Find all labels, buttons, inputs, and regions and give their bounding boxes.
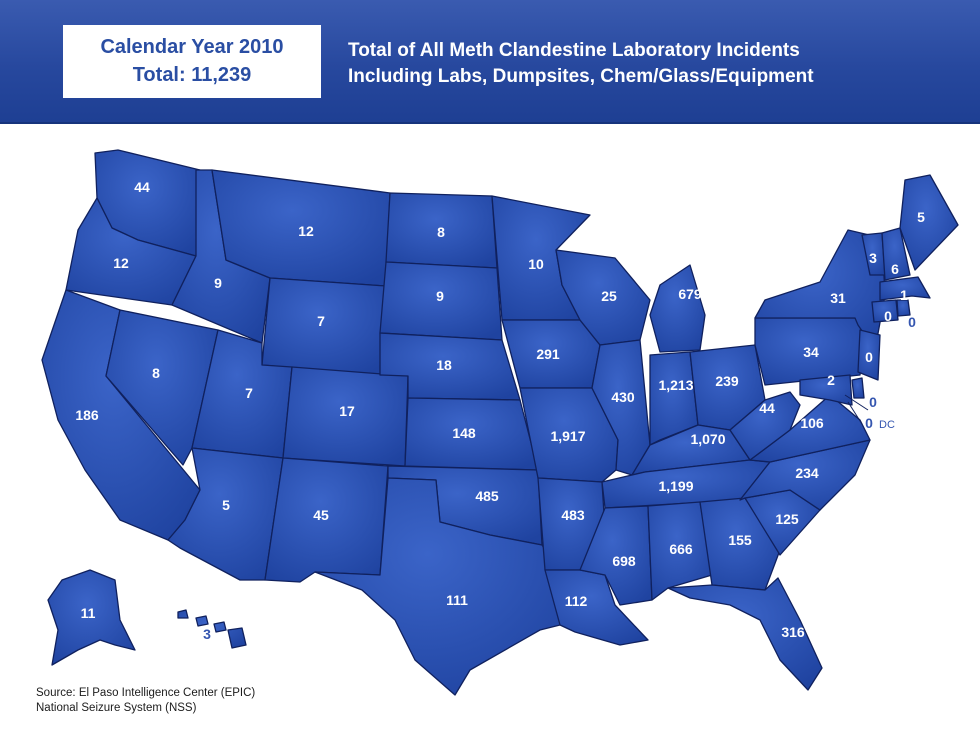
state-value-RI: 0	[908, 314, 916, 330]
state-value-WV: 44	[759, 400, 775, 416]
state-value-MO: 1,917	[550, 428, 585, 444]
state-value-MN: 10	[528, 256, 544, 272]
state-value-AZ: 5	[222, 497, 230, 513]
state-ME	[899, 174, 959, 271]
state-value-WI: 25	[601, 288, 617, 304]
state-RI	[896, 299, 911, 317]
state-value-NM: 45	[313, 507, 329, 523]
state-value-DE: 0	[869, 394, 877, 410]
state-value-MT: 12	[298, 223, 314, 239]
state-value-ND: 8	[437, 224, 445, 240]
state-DE	[851, 377, 865, 399]
state-value-VA: 106	[800, 415, 824, 431]
state-value-OK: 485	[475, 488, 499, 504]
state-value-NC: 234	[795, 465, 819, 481]
state-NJ	[857, 329, 881, 381]
state-value-WY: 7	[317, 313, 325, 329]
dc-suffix-label: DC	[879, 419, 895, 431]
state-value-NJ: 0	[865, 349, 873, 365]
state-value-KY: 1,070	[690, 431, 725, 447]
state-AL	[647, 501, 713, 601]
state-value-CA: 186	[75, 407, 99, 423]
state-value-PA: 34	[803, 344, 819, 360]
state-value-NE: 18	[436, 357, 452, 373]
state-value-OR: 12	[113, 255, 129, 271]
state-value-TX: 111	[446, 592, 468, 608]
state-value-NY: 31	[830, 290, 846, 306]
state-value-CO: 17	[339, 403, 355, 419]
state-value-OH: 239	[715, 373, 739, 389]
title-line-2: Including Labs, Dumpsites, Chem/Glass/Eq…	[348, 66, 814, 87]
state-NY	[754, 229, 886, 351]
state-MD	[799, 374, 853, 406]
state-value-AR: 483	[561, 507, 585, 523]
state-CT	[871, 299, 899, 323]
state-NV	[105, 309, 219, 466]
state-value-NH: 6	[891, 261, 899, 277]
state-value-MD: 2	[827, 372, 835, 388]
source-note: Source: El Paso Intelligence Center (EPI…	[36, 686, 255, 716]
state-value-KS: 148	[452, 425, 476, 441]
state-value-GA: 155	[728, 532, 752, 548]
map-title: Total of All Meth Clandestine Laboratory…	[348, 38, 968, 90]
state-value-HI: 3	[203, 626, 211, 642]
state-value-NV: 8	[152, 365, 160, 381]
state-value-MS: 698	[612, 553, 636, 569]
state-value-CT: 0	[884, 308, 892, 324]
state-value-SC: 125	[775, 511, 799, 527]
state-value-IA: 291	[536, 346, 560, 362]
total-label: Total: 11,239	[132, 64, 252, 86]
state-NH	[881, 227, 911, 281]
state-AK	[47, 569, 136, 666]
state-FL	[667, 577, 823, 691]
state-value-DC: 0	[865, 415, 873, 431]
source-line-1: Source: El Paso Intelligence Center (EPI…	[36, 687, 256, 699]
state-MA	[879, 276, 931, 301]
year-label: Calendar Year 2010	[100, 36, 284, 58]
state-value-MI: 679	[678, 286, 702, 302]
state-value-SD: 9	[436, 288, 444, 304]
state-value-IL: 430	[611, 389, 635, 405]
state-value-ID: 9	[214, 275, 222, 291]
state-value-AL: 666	[669, 541, 693, 557]
state-IL	[591, 339, 651, 476]
state-HI	[177, 609, 247, 649]
state-value-MA: 1	[900, 287, 908, 303]
state-value-AK: 11	[81, 605, 96, 621]
source-line-2: National Seizure System (NSS)	[36, 702, 197, 714]
dc-leader-lines	[844, 394, 869, 425]
year-total-box: Calendar Year 2010 Total: 11,239	[63, 25, 321, 98]
state-MI	[649, 264, 706, 353]
state-value-WA: 44	[134, 179, 150, 195]
state-value-IN: 1,213	[658, 377, 693, 393]
state-value-VT: 3	[869, 250, 877, 266]
state-value-TN: 1,199	[658, 478, 693, 494]
state-value-ME: 5	[917, 209, 925, 225]
title-line-1: Total of All Meth Clandestine Laboratory…	[348, 40, 800, 61]
state-value-FL: 316	[781, 624, 805, 640]
state-WV	[729, 391, 801, 461]
state-value-LA: 112	[565, 593, 588, 609]
state-TX	[314, 477, 566, 696]
state-value-UT: 7	[245, 385, 253, 401]
